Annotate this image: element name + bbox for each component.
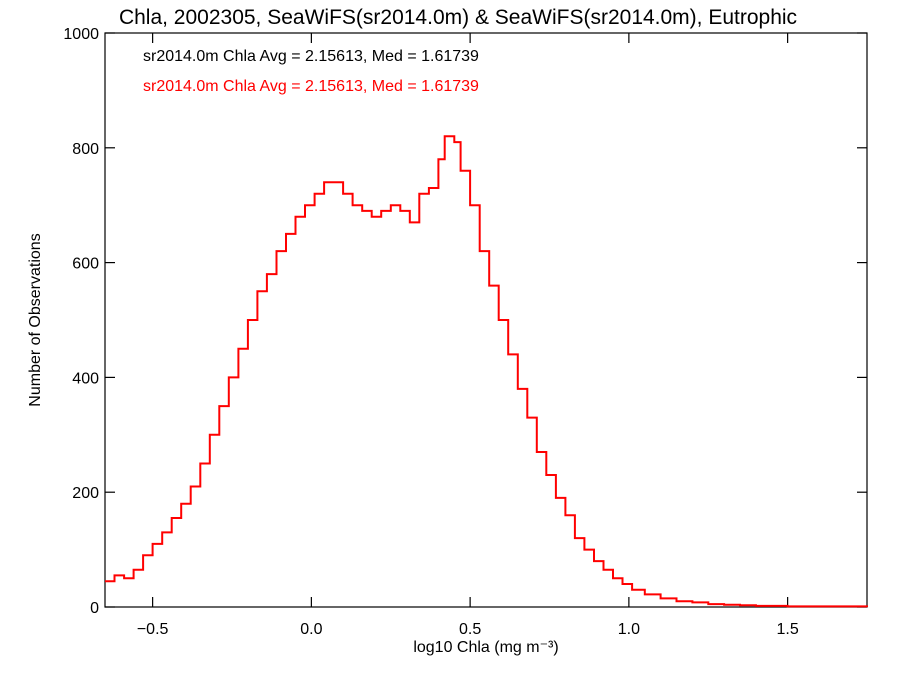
y-tick-label: 800 — [72, 141, 99, 158]
annotation-black: sr2014.0m Chla Avg = 2.15613, Med = 1.61… — [143, 48, 479, 65]
y-tick-label: 400 — [72, 370, 99, 387]
x-axis-ticks: −0.5 0.0 0.5 1.0 1.5 — [137, 33, 799, 638]
y-tick-label: 0 — [90, 600, 99, 617]
histogram-series-line — [105, 135, 868, 608]
x-tick-label: 0.0 — [300, 621, 322, 638]
annotation-red: sr2014.0m Chla Avg = 2.15613, Med = 1.61… — [143, 78, 479, 95]
y-tick-label: 600 — [72, 256, 99, 273]
x-axis-label: log10 Chla (mg m⁻³) — [413, 639, 558, 656]
plot-frame — [104, 32, 868, 608]
x-tick-label: 0.5 — [459, 621, 481, 638]
y-axis-label: Number of Observations — [27, 233, 44, 406]
x-tick-label: 1.5 — [777, 621, 799, 638]
chart-title: Chla, 2002305, SeaWiFS(sr2014.0m) & SeaW… — [119, 6, 797, 29]
x-tick-label: −0.5 — [137, 621, 169, 638]
y-tick-label: 200 — [72, 485, 99, 502]
y-tick-label: 1000 — [63, 26, 99, 43]
x-tick-label: 1.0 — [618, 621, 640, 638]
y-axis-ticks: 0 200 400 600 800 1000 — [63, 26, 867, 617]
